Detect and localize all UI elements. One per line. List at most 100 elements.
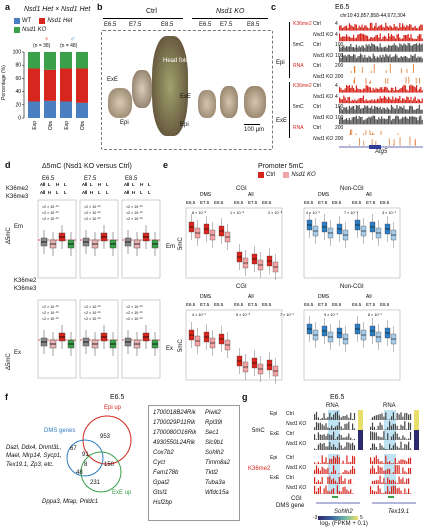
ex-frame bbox=[37, 299, 77, 379]
g-row-label: Nsd1 KO bbox=[270, 486, 306, 491]
ytick-label: 60 bbox=[15, 76, 21, 82]
gene-list-item: Slc9b1 bbox=[205, 440, 224, 446]
g-sample: Nsd1 KO bbox=[286, 421, 307, 427]
stage-label: E6.5 bbox=[304, 200, 314, 205]
track-bar bbox=[400, 39, 402, 42]
track-bar bbox=[416, 28, 418, 31]
k36me2-label: L bbox=[64, 182, 67, 187]
dms-label: DMS bbox=[318, 192, 330, 198]
track-sample: Ctrl bbox=[313, 42, 321, 49]
track-bar bbox=[364, 34, 366, 42]
track-bar bbox=[389, 63, 391, 73]
g-track-bar bbox=[381, 492, 383, 494]
track-bar bbox=[420, 109, 422, 114]
track-bar bbox=[399, 43, 401, 52]
g-track-bar bbox=[353, 468, 356, 474]
em-frame bbox=[79, 199, 119, 279]
track-bar bbox=[340, 37, 342, 42]
g-track-bar bbox=[331, 446, 333, 450]
g-track-bar bbox=[321, 417, 323, 420]
g-row-label: Epi Ctrl bbox=[270, 412, 294, 417]
track-bar bbox=[355, 115, 357, 125]
g-track-bar bbox=[350, 443, 352, 450]
g-track-bar bbox=[385, 470, 387, 474]
track-bar bbox=[347, 54, 349, 63]
track-bar bbox=[344, 47, 346, 52]
g-track-bar bbox=[396, 488, 398, 494]
track-bar bbox=[386, 87, 388, 93]
track-bar bbox=[361, 98, 363, 104]
embryo-e85-ctrl bbox=[152, 36, 188, 136]
track-bar bbox=[351, 37, 353, 42]
track-bar bbox=[386, 99, 388, 104]
track-bar bbox=[402, 86, 404, 93]
track-bar bbox=[360, 33, 362, 42]
track-bar bbox=[371, 22, 373, 31]
legend-swatch-wt bbox=[14, 18, 20, 24]
g-track-bar bbox=[321, 466, 323, 474]
g-track-bar bbox=[394, 431, 396, 440]
g-row-label: ExE Ctrl bbox=[270, 432, 294, 437]
track-bar bbox=[353, 79, 355, 84]
category-label: Exp bbox=[64, 121, 70, 130]
g-track-bar bbox=[323, 461, 325, 464]
track-bar bbox=[362, 88, 364, 93]
venn-circle-dms bbox=[66, 439, 104, 477]
g-track-bar bbox=[338, 490, 340, 494]
g-track-bar bbox=[389, 461, 391, 464]
g-track-bar bbox=[350, 412, 352, 420]
panel-c-gene: Atg5 bbox=[375, 149, 388, 155]
g-track-bar bbox=[344, 486, 346, 494]
track-bar bbox=[395, 38, 397, 42]
g-track-bar bbox=[398, 487, 400, 494]
track-bar bbox=[382, 26, 384, 31]
g-track-bar bbox=[381, 437, 383, 440]
g-track-bar bbox=[390, 463, 393, 464]
g-track-bar bbox=[350, 479, 352, 484]
track-label: Nsd1 KO 4 bbox=[293, 94, 338, 100]
track-bar bbox=[404, 35, 406, 42]
g-track-bar bbox=[333, 428, 335, 430]
track-bar bbox=[403, 56, 405, 63]
track-bar bbox=[404, 27, 406, 31]
track-bar bbox=[339, 25, 341, 31]
panel-e-noncgi-1: Non-CGI bbox=[340, 186, 364, 192]
k36me2-label: H bbox=[98, 182, 101, 187]
stage-label: E7.5 bbox=[248, 302, 258, 307]
g-track-bar bbox=[385, 455, 387, 464]
panel-d-row-k36me3-ex: K36me3 bbox=[14, 286, 37, 292]
embryo-e65-ctrl bbox=[108, 88, 132, 118]
track-bar bbox=[371, 116, 373, 125]
track-bar bbox=[399, 57, 401, 63]
gene-list-item: Tktl2 bbox=[205, 470, 219, 476]
panel-g-tracks bbox=[314, 410, 419, 504]
track-bar bbox=[359, 138, 360, 146]
track-bar bbox=[411, 116, 413, 125]
g-track-bar bbox=[371, 480, 374, 484]
track-bar bbox=[362, 27, 364, 31]
g-track-bar bbox=[392, 479, 394, 484]
panel-c-title: E6.5 bbox=[335, 4, 350, 11]
track-bar bbox=[358, 25, 360, 31]
pvalue: <2 × 10⁻¹⁶ bbox=[126, 211, 143, 215]
g-track-bar bbox=[390, 416, 393, 420]
track-bar bbox=[382, 37, 384, 42]
g-track-bar bbox=[371, 443, 374, 450]
track-bar bbox=[406, 24, 408, 31]
track-bar bbox=[365, 130, 367, 135]
track-label: Nsd1 KO 4 bbox=[293, 32, 338, 38]
track-bar bbox=[372, 108, 374, 114]
g-track-bar bbox=[383, 463, 385, 464]
track-bar bbox=[376, 56, 378, 63]
venn-label-dms: DMS genes bbox=[44, 428, 76, 434]
panel-c-coords: chr10:43,857,858-44,672,304 bbox=[340, 13, 406, 19]
track-bar bbox=[395, 45, 397, 52]
g-track-bar bbox=[398, 476, 400, 484]
track-bar bbox=[376, 119, 378, 125]
track-bar bbox=[371, 58, 373, 63]
g-track-bar bbox=[394, 485, 396, 494]
g-track-bar bbox=[373, 426, 375, 430]
g-track-bar bbox=[340, 491, 342, 494]
track-bar bbox=[364, 100, 366, 104]
track-bar bbox=[357, 28, 359, 31]
